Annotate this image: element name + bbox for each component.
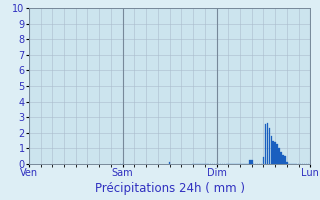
- X-axis label: Précipitations 24h ( mm ): Précipitations 24h ( mm ): [95, 182, 244, 195]
- Bar: [270, 136, 272, 164]
- Bar: [276, 144, 278, 164]
- Bar: [275, 142, 276, 164]
- Bar: [278, 148, 280, 164]
- Bar: [286, 162, 288, 164]
- Bar: [169, 162, 170, 164]
- Bar: [267, 123, 268, 164]
- Bar: [265, 124, 266, 164]
- Bar: [282, 155, 284, 164]
- Bar: [280, 152, 282, 164]
- Bar: [272, 141, 274, 164]
- Bar: [263, 157, 264, 164]
- Bar: [251, 160, 252, 164]
- Bar: [249, 160, 251, 164]
- Bar: [284, 156, 286, 164]
- Bar: [268, 128, 270, 164]
